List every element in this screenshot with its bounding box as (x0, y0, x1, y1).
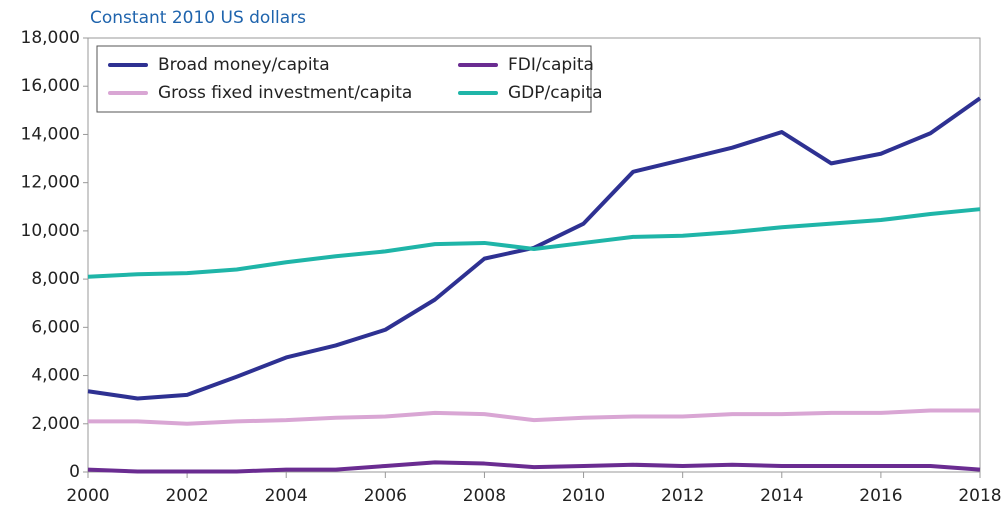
y-tick-label: 4,000 (31, 366, 80, 386)
y-tick-label: 12,000 (21, 173, 80, 193)
x-tick-label: 2000 (66, 486, 109, 506)
y-tick-label: 10,000 (21, 221, 80, 241)
y-tick-label: 14,000 (21, 124, 80, 144)
y-tick-label: 6,000 (31, 317, 80, 337)
legend-label: Broad money/capita (158, 55, 330, 75)
x-tick-label: 2014 (760, 486, 803, 506)
y-tick-label: 0 (69, 462, 80, 482)
x-tick-label: 2012 (661, 486, 704, 506)
series-line (87, 460, 981, 474)
legend-box (96, 45, 592, 113)
y-tick-label: 2,000 (31, 414, 80, 434)
x-tick-label: 2018 (958, 486, 1001, 506)
x-tick-label: 2004 (265, 486, 308, 506)
series-line (87, 207, 981, 279)
x-tick-label: 2010 (562, 486, 605, 506)
x-tick-label: 2006 (364, 486, 407, 506)
legend-label: FDI/capita (508, 55, 594, 75)
legend-label: GDP/capita (508, 83, 603, 103)
legend-label: Gross fixed investment/capita (158, 83, 412, 103)
y-tick-label: 8,000 (31, 269, 80, 289)
y-tick-label: 18,000 (21, 28, 80, 48)
x-tick-label: 2008 (463, 486, 506, 506)
series-line (88, 408, 980, 426)
plot-frame (87, 37, 981, 473)
y-tick-label: 16,000 (21, 76, 80, 96)
x-tick-label: 2016 (859, 486, 902, 506)
chart-title: Constant 2010 US dollars (90, 8, 306, 28)
x-tick-label: 2002 (165, 486, 208, 506)
